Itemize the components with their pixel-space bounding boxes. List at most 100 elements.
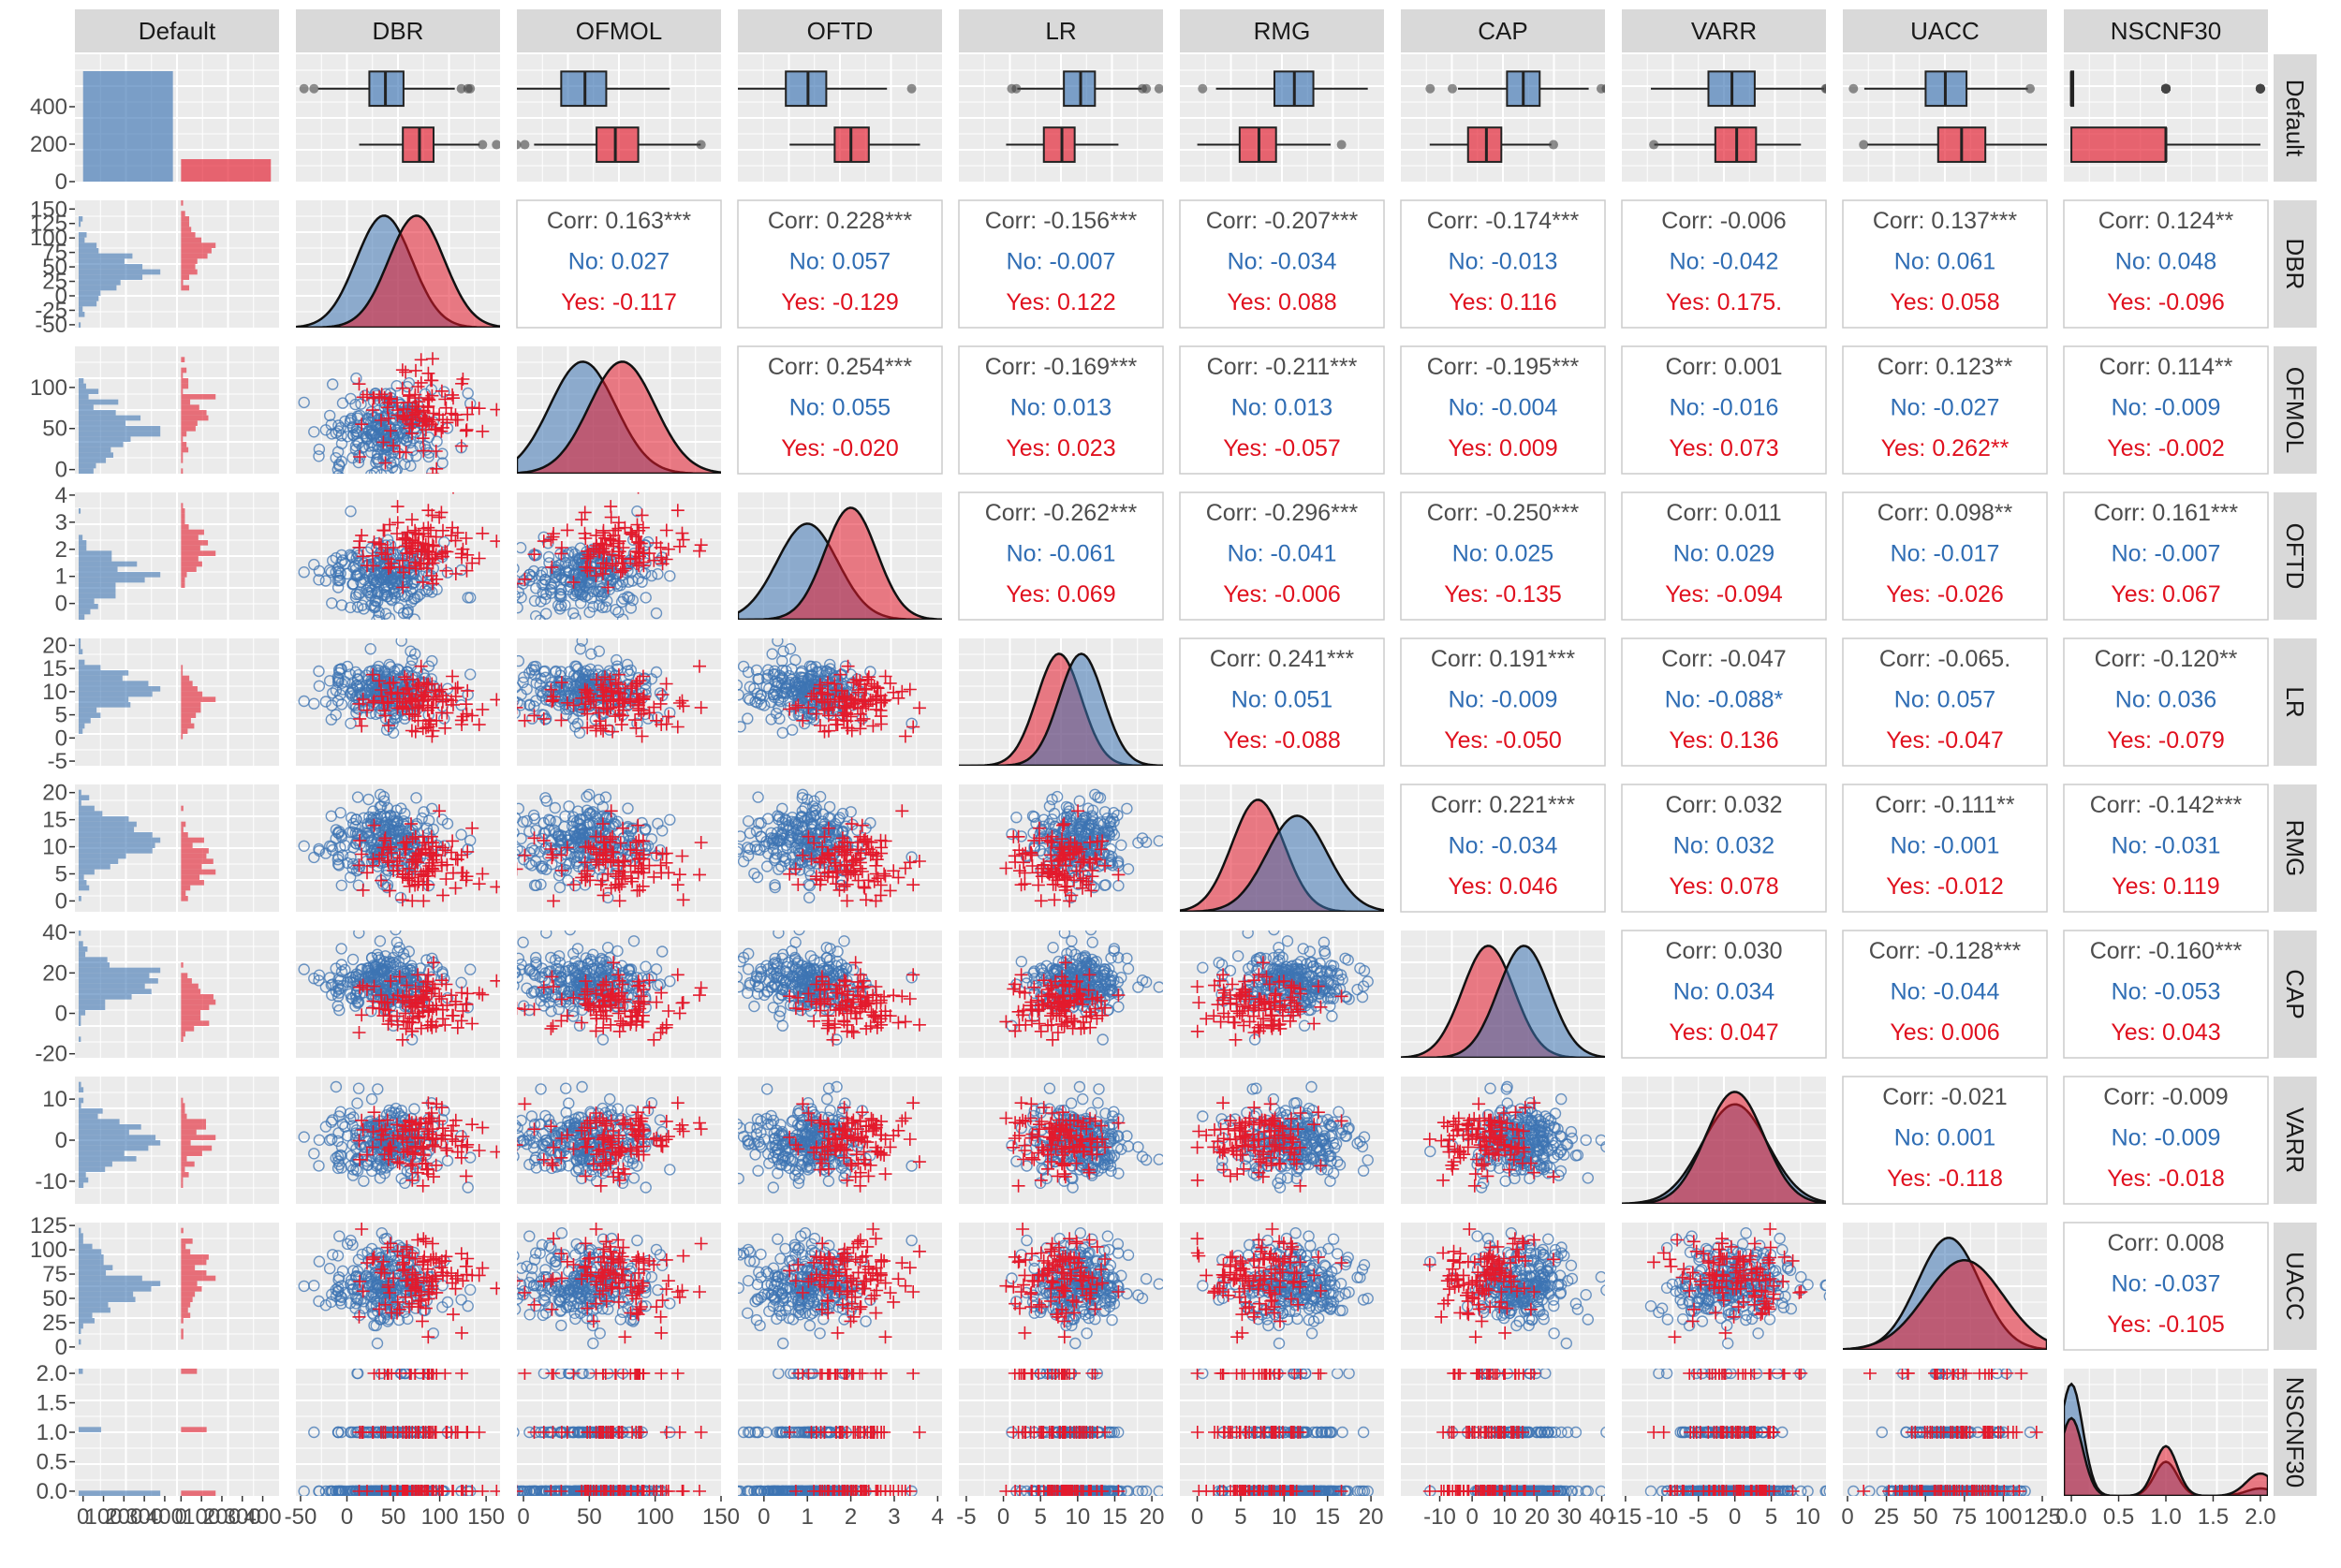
density-UACC — [1843, 1237, 2047, 1350]
bar-Yes — [181, 159, 272, 182]
y-tick-label: -50 — [35, 313, 67, 338]
corr-panel-LR-RMG: Corr: 0.241*** No: 0.051 Yes: -0.088 — [1179, 637, 1385, 767]
x-tick-label: 300 — [224, 1504, 261, 1530]
y-tick-label: 0 — [55, 725, 67, 751]
scatter-RMG-OFTD — [738, 788, 926, 908]
scatter-VARR-LR — [999, 1080, 1163, 1194]
x-axis-CAP: -10 0 10 20 30 40 — [1423, 1496, 1614, 1530]
y-tick-label: 50 — [42, 417, 67, 442]
corr-no: No: -0.034 — [1228, 248, 1337, 274]
scatter-VARR-RMG — [1190, 1080, 1374, 1194]
corr-total: Corr: 0.114** — [2099, 354, 2233, 380]
scatter-NSCNF30-OFTD — [738, 1369, 926, 1496]
corr-yes: Yes: -0.105 — [2107, 1312, 2225, 1338]
corr-yes: Yes: -0.047 — [1886, 727, 2004, 754]
corr-total: Corr: -0.211*** — [1207, 354, 1358, 380]
scatter-VARR-OFTD — [738, 1080, 926, 1194]
y-tick-label: 0 — [55, 284, 67, 309]
y-axis-VARR: -10 0 10 — [35, 1087, 75, 1194]
corr-yes: Yes: -0.057 — [1223, 435, 1341, 462]
x-tick-label: 150 — [702, 1504, 740, 1530]
y-tick-label: 1.0 — [37, 1420, 67, 1445]
corr-yes: Yes: 0.073 — [1669, 435, 1778, 462]
corr-total: Corr: 0.030 — [1665, 938, 1782, 964]
x-axis-DBR: -50 0 50 100 150 — [285, 1496, 505, 1530]
row-strip-UACC — [2274, 1223, 2317, 1350]
corr-panel-DBR-LR: Corr: -0.156*** No: -0.007 Yes: 0.122 — [958, 199, 1164, 329]
corr-panel-RMG-NSCNF30: Corr: -0.142*** No: -0.031 Yes: 0.119 — [2063, 784, 2269, 913]
corr-no: No: -0.013 — [1449, 248, 1558, 274]
corr-no: No: 0.027 — [568, 248, 670, 274]
x-tick-label: 1.0 — [2150, 1504, 2181, 1530]
column-strip-NSCNF30 — [2064, 9, 2268, 52]
y-tick-label: 20 — [42, 781, 67, 806]
corr-yes: Yes: -0.012 — [1886, 873, 2004, 900]
corr-panel-DBR-OFMOL: Corr: 0.163*** No: 0.027 Yes: -0.117 — [516, 199, 722, 329]
corr-panel-CAP-UACC: Corr: -0.128*** No: -0.044 Yes: 0.006 — [1842, 930, 2048, 1059]
box-Yes — [1042, 126, 1076, 163]
x-tick-label: 2 — [845, 1504, 857, 1530]
y-tick-label: 3 — [55, 510, 67, 535]
y-tick-label: 20 — [42, 960, 67, 986]
corr-no: No: -0.007 — [2112, 540, 2221, 566]
y-tick-label: 10 — [42, 680, 67, 705]
row-label-LR: LR — [2281, 686, 2309, 717]
density-RMG — [1180, 799, 1384, 912]
x-tick-label: 20 — [1524, 1504, 1550, 1530]
scatter-CAP-RMG — [1190, 931, 1374, 1047]
corr-panel-DBR-UACC: Corr: 0.137*** No: 0.061 Yes: 0.058 — [1842, 199, 2048, 329]
x-tick-label: 0 — [175, 1504, 187, 1530]
corr-total: Corr: -0.111** — [1875, 792, 2014, 818]
y-axis-CAP: -20 0 20 40 — [35, 920, 75, 1067]
density-OFMOL — [517, 360, 721, 474]
corr-no: No: 0.055 — [789, 394, 891, 420]
corr-panel-LR-CAP: Corr: 0.191*** No: -0.009 Yes: -0.050 — [1400, 637, 1606, 767]
x-tick-label: 200 — [203, 1504, 241, 1530]
corr-panel-OFMOL-LR: Corr: -0.169*** No: 0.013 Yes: 0.023 — [958, 345, 1164, 475]
y-tick-label: 15 — [42, 808, 67, 833]
corr-no: No: -0.042 — [1670, 248, 1779, 274]
x-axis-RMG: 0 5 10 15 20 — [1191, 1496, 1384, 1530]
corr-no: No: 0.029 — [1673, 540, 1774, 566]
x-tick-label: 50 — [577, 1504, 602, 1530]
corr-panel-OFTD-NSCNF30: Corr: 0.161*** No: -0.007 Yes: 0.067 — [2063, 491, 2269, 621]
corr-total: Corr: 0.163*** — [547, 208, 692, 234]
corr-panel-DBR-NSCNF30: Corr: 0.124** No: 0.048 Yes: -0.096 — [2063, 199, 2269, 329]
scatter-LR-OFMOL — [517, 638, 708, 743]
x-tick-label: 15 — [1315, 1504, 1340, 1530]
corr-total: Corr: -0.160*** — [2090, 938, 2243, 964]
x-tick-label: 20 — [1359, 1504, 1384, 1530]
row-strip-LR — [2274, 638, 2317, 766]
y-tick-label: 0 — [55, 458, 67, 483]
corr-yes: Yes: 0.116 — [1449, 289, 1556, 315]
box-Yes — [596, 126, 640, 163]
x-tick-label: -15 — [1610, 1504, 1642, 1530]
scatter-NSCNF30-OFMOL — [517, 1369, 708, 1496]
boxplot-VARR — [1649, 70, 1826, 163]
row-label-UACC: UACC — [2281, 1252, 2309, 1321]
corr-no: No: -0.088* — [1665, 686, 1784, 712]
column-strip-UACC — [1843, 9, 2047, 52]
corr-total: Corr: -0.207*** — [1206, 208, 1359, 234]
corr-yes: Yes: 0.023 — [1006, 435, 1115, 462]
corr-no: No: -0.027 — [1891, 394, 2000, 420]
corr-panel-DBR-RMG: Corr: -0.207*** No: -0.034 Yes: 0.088 — [1179, 199, 1385, 329]
corr-yes: Yes: -0.026 — [1886, 581, 2004, 608]
y-tick-label: 5 — [55, 703, 67, 728]
corr-no: No: -0.009 — [2112, 1124, 2221, 1150]
corr-yes: Yes: 0.058 — [1890, 289, 1999, 315]
box-Yes — [2070, 126, 2167, 163]
scatter-UACC-VARR — [1644, 1223, 1826, 1350]
y-tick-label: 10 — [42, 835, 67, 860]
corr-total: Corr: -0.250*** — [1427, 500, 1580, 526]
x-tick-label: 400 — [146, 1504, 184, 1530]
corr-total: Corr: 0.137*** — [1873, 208, 2018, 234]
x-tick-label: 0 — [997, 1504, 1009, 1530]
y-tick-label: 5 — [55, 861, 67, 887]
column-strip-VARR — [1622, 9, 1826, 52]
corr-total: Corr: -0.021 — [1882, 1084, 2007, 1110]
corr-yes: Yes: 0.069 — [1006, 581, 1115, 608]
hist-CAP — [79, 931, 216, 1042]
